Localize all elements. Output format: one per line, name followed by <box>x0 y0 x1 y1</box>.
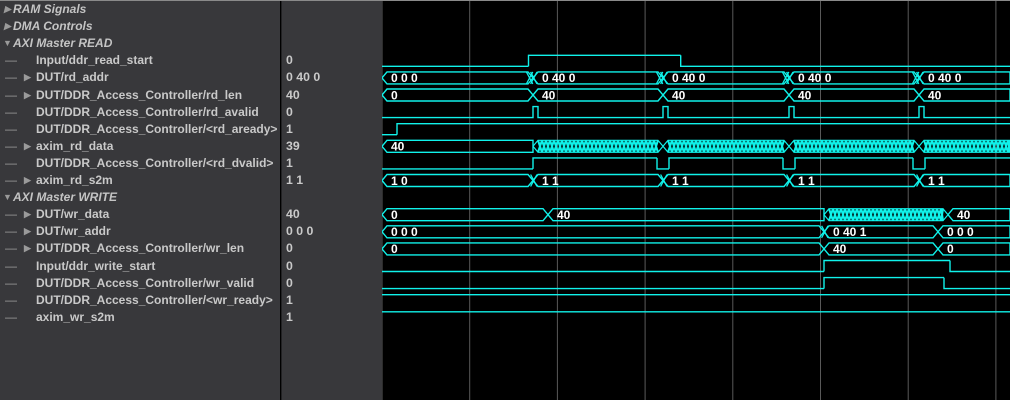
svg-text:0 40 0: 0 40 0 <box>928 71 962 85</box>
svg-text:0 40 1: 0 40 1 <box>833 225 867 239</box>
svg-text:40: 40 <box>557 208 571 222</box>
svg-text:1 1: 1 1 <box>798 174 815 188</box>
svg-text:40: 40 <box>957 208 971 222</box>
svg-text:0: 0 <box>947 242 954 256</box>
svg-text:1 0: 1 0 <box>391 174 408 188</box>
svg-text:0 0 0: 0 0 0 <box>391 71 418 85</box>
svg-text:40: 40 <box>833 242 847 256</box>
svg-text:0: 0 <box>391 88 398 102</box>
svg-text:40: 40 <box>542 88 556 102</box>
svg-text:0 0 0: 0 0 0 <box>391 225 418 239</box>
svg-text:0 40 0: 0 40 0 <box>542 71 576 85</box>
svg-text:40: 40 <box>928 88 942 102</box>
svg-text:40: 40 <box>672 88 686 102</box>
svg-text:1 1: 1 1 <box>542 174 559 188</box>
svg-text:0 40 0: 0 40 0 <box>798 71 832 85</box>
svg-text:1 1: 1 1 <box>928 174 945 188</box>
svg-text:40: 40 <box>798 88 812 102</box>
svg-text:40: 40 <box>391 140 405 154</box>
svg-text:1 1: 1 1 <box>672 174 689 188</box>
svg-text:0 0 0: 0 0 0 <box>947 225 974 239</box>
svg-text:0 40 0: 0 40 0 <box>672 71 706 85</box>
svg-text:0: 0 <box>391 242 398 256</box>
svg-text:0: 0 <box>391 208 398 222</box>
